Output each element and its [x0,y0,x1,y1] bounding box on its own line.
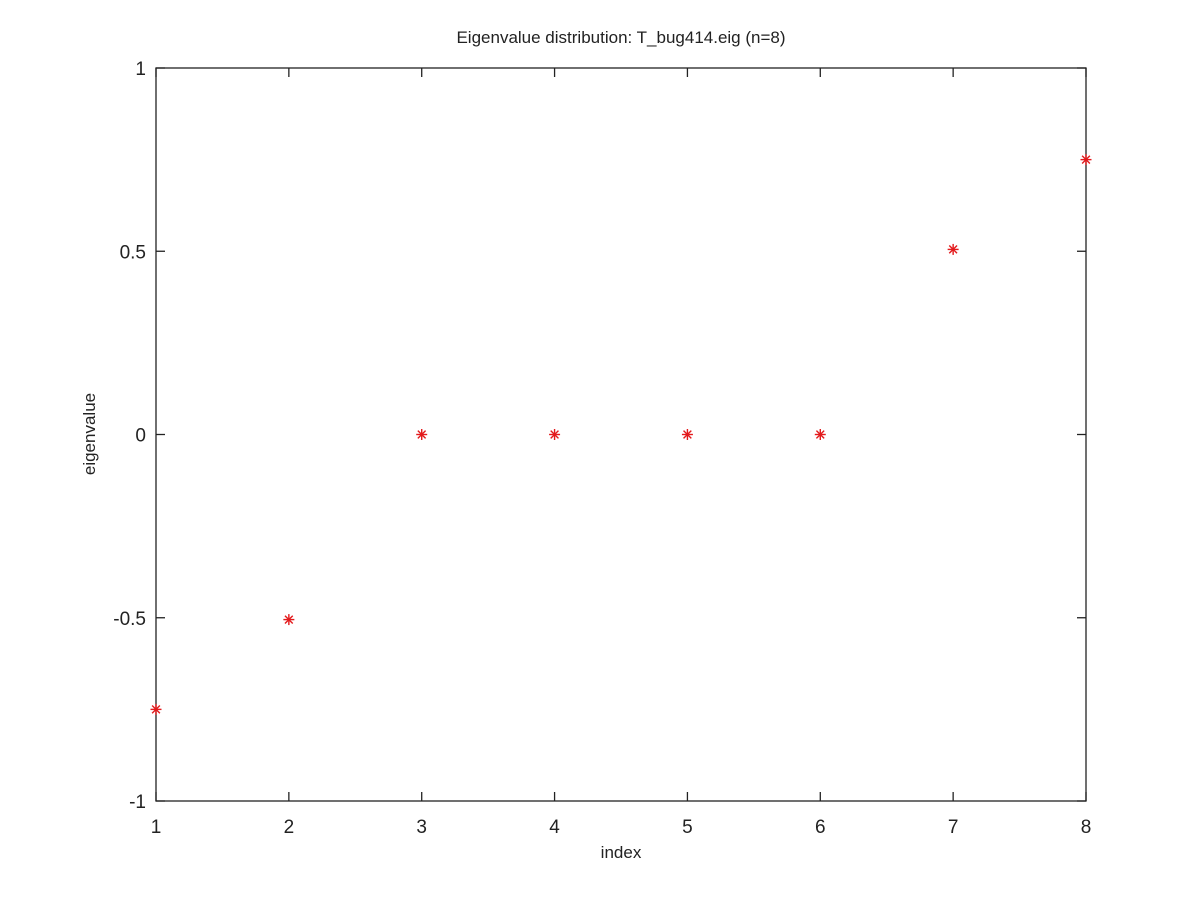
data-point [549,429,561,440]
x-tick-label: 8 [1081,817,1092,838]
y-tick-label: 0.5 [120,242,146,263]
x-tick-label: 1 [151,817,162,838]
x-tick-label: 2 [284,817,295,838]
y-tick-label: 1 [135,59,146,80]
plot-frame [155,67,1087,802]
data-point [947,243,959,255]
x-tick-label: 3 [416,817,427,838]
x-axis-label: index [601,843,642,862]
x-tick-label: 5 [682,817,693,838]
data-point [681,429,693,440]
axis-tick-labels: 1 2 3 4 5 6 7 8 -1 -0.5 0 0.5 1 [113,59,1091,838]
data-point [1080,154,1092,166]
data-point [283,614,295,626]
axis-ticks [155,67,1087,802]
data-point [814,429,826,440]
data-points [150,154,1092,715]
y-tick-label: -1 [129,792,146,813]
x-tick-label: 7 [948,817,959,838]
chart-title: Eigenvalue distribution: T_bug414.eig (n… [456,28,785,47]
data-point [150,703,162,715]
data-point [416,429,428,440]
y-axis-label: eigenvalue [80,393,99,475]
x-tick-label: 6 [815,817,826,838]
y-tick-label: 0 [135,426,146,447]
x-tick-label: 4 [549,817,560,838]
y-tick-label: -0.5 [113,609,146,630]
